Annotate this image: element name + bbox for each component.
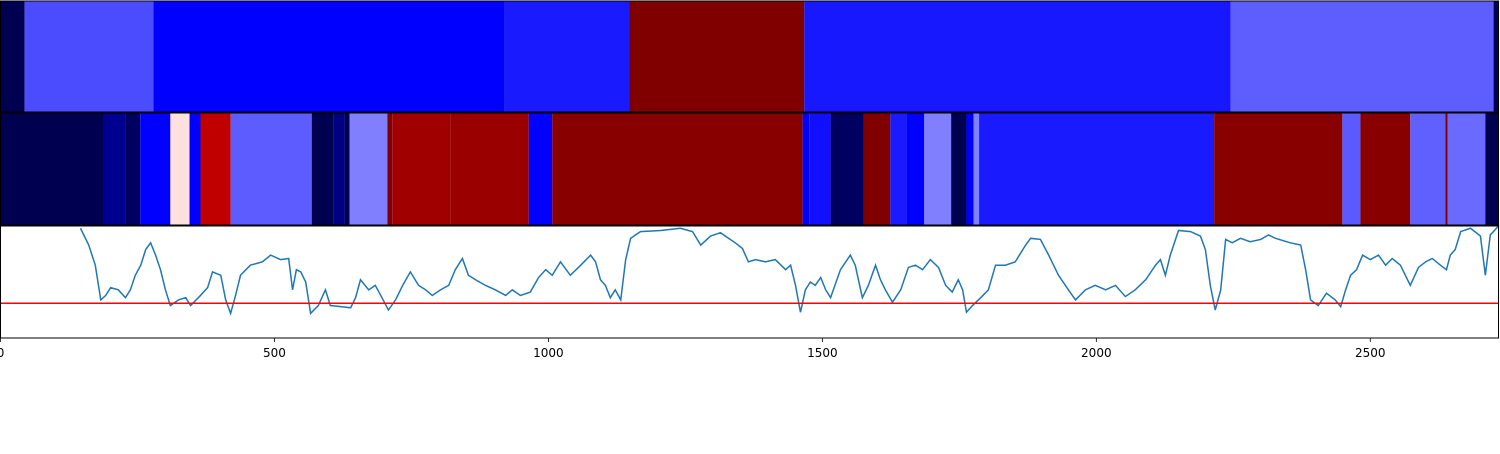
segment: [200, 113, 231, 225]
segment: [1230, 1, 1494, 112]
segment: [333, 113, 345, 225]
segment: [189, 113, 201, 225]
segment: [1342, 113, 1361, 225]
segment: [863, 113, 891, 225]
segment: [0, 1, 25, 112]
segment: [392, 113, 451, 225]
segment: [1410, 113, 1446, 225]
segment: [125, 113, 141, 225]
segment: [349, 113, 388, 225]
segment: [0, 113, 104, 225]
segment: [890, 113, 907, 225]
segment: [966, 113, 974, 225]
segment: [951, 113, 967, 225]
segment: [1445, 113, 1448, 225]
segment: [1447, 113, 1486, 225]
x-tick-label: 0: [0, 346, 4, 360]
segment: [1214, 113, 1343, 225]
panel-frame: [0, 112, 1499, 226]
panel-frame: [0, 0, 1499, 113]
panel-frame: [0, 225, 1499, 339]
segment: [170, 113, 190, 225]
segment: [504, 1, 630, 112]
segment: [802, 113, 810, 225]
segment: [140, 113, 171, 225]
x-tick-label: 2500: [1355, 346, 1386, 360]
segment: [979, 113, 1215, 225]
segment: [311, 113, 334, 225]
segment: [809, 113, 831, 225]
segment: [973, 113, 980, 225]
segment: [924, 113, 952, 225]
segment: [450, 113, 529, 225]
segment: [1485, 113, 1499, 225]
segment: [552, 113, 803, 225]
x-tick-label: 2000: [1081, 346, 1112, 360]
segment: [804, 1, 1231, 112]
x-tick-label: 500: [263, 346, 286, 360]
segment: [1360, 113, 1411, 225]
segment: [230, 113, 312, 225]
x-tick-label: 1500: [807, 346, 838, 360]
segment: [344, 113, 350, 225]
segment: [103, 113, 126, 225]
segment: [830, 113, 864, 225]
x-tick-label: 1000: [533, 346, 564, 360]
segment: [153, 1, 505, 112]
segment: [24, 1, 154, 112]
segment: [1493, 1, 1499, 112]
segment: [906, 113, 925, 225]
segment: [528, 113, 553, 225]
signal-line: [79, 226, 1499, 316]
segment: [387, 113, 393, 225]
segment: [629, 1, 805, 112]
